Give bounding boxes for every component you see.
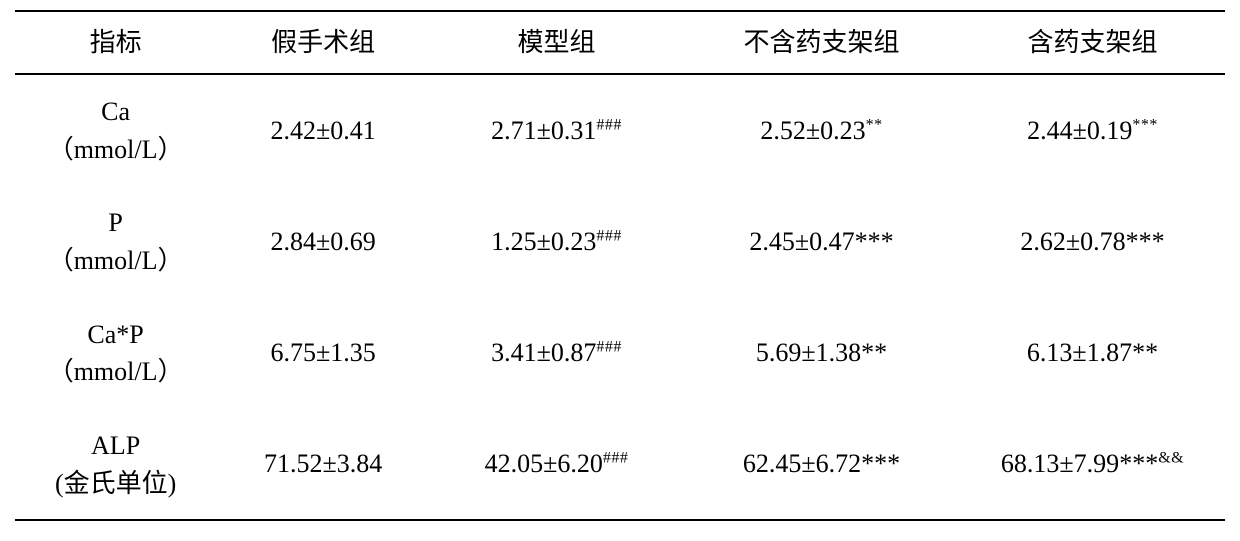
value: 2.84±0.69 — [271, 227, 376, 256]
value-cell: 5.69±1.38** — [683, 298, 960, 409]
metric-name: ALP — [55, 427, 176, 465]
metric-unit: （mmol/L） — [48, 353, 184, 391]
significance-marker: ** — [861, 338, 887, 367]
metric-unit: (金氏单位) — [55, 465, 176, 503]
significance-marker: ** — [866, 116, 883, 133]
metric-name: Ca — [48, 93, 184, 131]
significance-marker: ### — [596, 116, 622, 133]
col-header-drug: 含药支架组 — [960, 11, 1225, 74]
value: 2.62±0.78 — [1020, 227, 1125, 256]
significance-marker: ### — [603, 449, 629, 466]
value-cell: 42.05±6.20### — [430, 409, 683, 519]
value-cell: 6.75±1.35 — [216, 298, 430, 409]
value: 2.52±0.23 — [760, 116, 865, 145]
significance-marker: ### — [596, 227, 622, 244]
col-header-sham: 假手术组 — [216, 11, 430, 74]
value-cell: 2.45±0.47*** — [683, 186, 960, 297]
value-cell: 2.84±0.69 — [216, 186, 430, 297]
value-cell: 2.71±0.31### — [430, 74, 683, 186]
value: 2.71±0.31 — [491, 116, 596, 145]
table-container: 指标 假手术组 模型组 不含药支架组 含药支架组 Ca（mmol/L）2.42±… — [0, 0, 1240, 541]
value: 6.75±1.35 — [271, 338, 376, 367]
value: 5.69±1.38 — [756, 338, 861, 367]
value: 3.41±0.87 — [491, 338, 596, 367]
value: 2.42±0.41 — [271, 116, 376, 145]
value: 2.44±0.19 — [1027, 116, 1132, 145]
significance-marker: ### — [596, 339, 622, 356]
value: 68.13±7.99 — [1001, 449, 1119, 478]
value-cell: 2.44±0.19*** — [960, 74, 1225, 186]
table-body: Ca（mmol/L）2.42±0.412.71±0.31###2.52±0.23… — [15, 74, 1225, 520]
value-cell: 2.62±0.78*** — [960, 186, 1225, 297]
significance-marker: ** — [1132, 338, 1158, 367]
value: 42.05±6.20 — [485, 449, 603, 478]
value: 2.45±0.47 — [749, 227, 854, 256]
significance-marker: && — [1158, 449, 1184, 466]
col-header-model: 模型组 — [430, 11, 683, 74]
value-cell: 3.41±0.87### — [430, 298, 683, 409]
value-cell: 62.45±6.72*** — [683, 409, 960, 519]
value: 6.13±1.87 — [1027, 338, 1132, 367]
table-row: ALP(金氏单位)71.52±3.8442.05±6.20###62.45±6.… — [15, 409, 1225, 519]
value-cell: 2.42±0.41 — [216, 74, 430, 186]
data-table: 指标 假手术组 模型组 不含药支架组 含药支架组 Ca（mmol/L）2.42±… — [15, 10, 1225, 521]
col-header-metric: 指标 — [15, 11, 216, 74]
value-cell: 68.13±7.99***&& — [960, 409, 1225, 519]
value-cell: 6.13±1.87** — [960, 298, 1225, 409]
significance-marker: *** — [855, 227, 894, 256]
significance-marker: *** — [1132, 116, 1158, 133]
metric-cell: Ca（mmol/L） — [15, 74, 216, 186]
metric-name: Ca*P — [48, 316, 184, 354]
value-cell: 1.25±0.23### — [430, 186, 683, 297]
metric-name: P — [48, 204, 184, 242]
metric-unit: （mmol/L） — [48, 242, 184, 280]
table-row: Ca（mmol/L）2.42±0.412.71±0.31###2.52±0.23… — [15, 74, 1225, 186]
col-header-nodrug: 不含药支架组 — [683, 11, 960, 74]
metric-cell: P（mmol/L） — [15, 186, 216, 297]
metric-cell: Ca*P（mmol/L） — [15, 298, 216, 409]
value-cell: 2.52±0.23** — [683, 74, 960, 186]
value: 71.52±3.84 — [264, 449, 382, 478]
value: 1.25±0.23 — [491, 227, 596, 256]
metric-cell: ALP(金氏单位) — [15, 409, 216, 519]
table-row: Ca*P（mmol/L）6.75±1.353.41±0.87###5.69±1.… — [15, 298, 1225, 409]
value-cell: 71.52±3.84 — [216, 409, 430, 519]
significance-marker: *** — [861, 449, 900, 478]
significance-marker: *** — [1126, 227, 1165, 256]
value: 62.45±6.72 — [743, 449, 861, 478]
table-header-row: 指标 假手术组 模型组 不含药支架组 含药支架组 — [15, 11, 1225, 74]
significance-marker: *** — [1119, 449, 1158, 478]
table-row: P（mmol/L）2.84±0.691.25±0.23###2.45±0.47*… — [15, 186, 1225, 297]
metric-unit: （mmol/L） — [48, 131, 184, 169]
